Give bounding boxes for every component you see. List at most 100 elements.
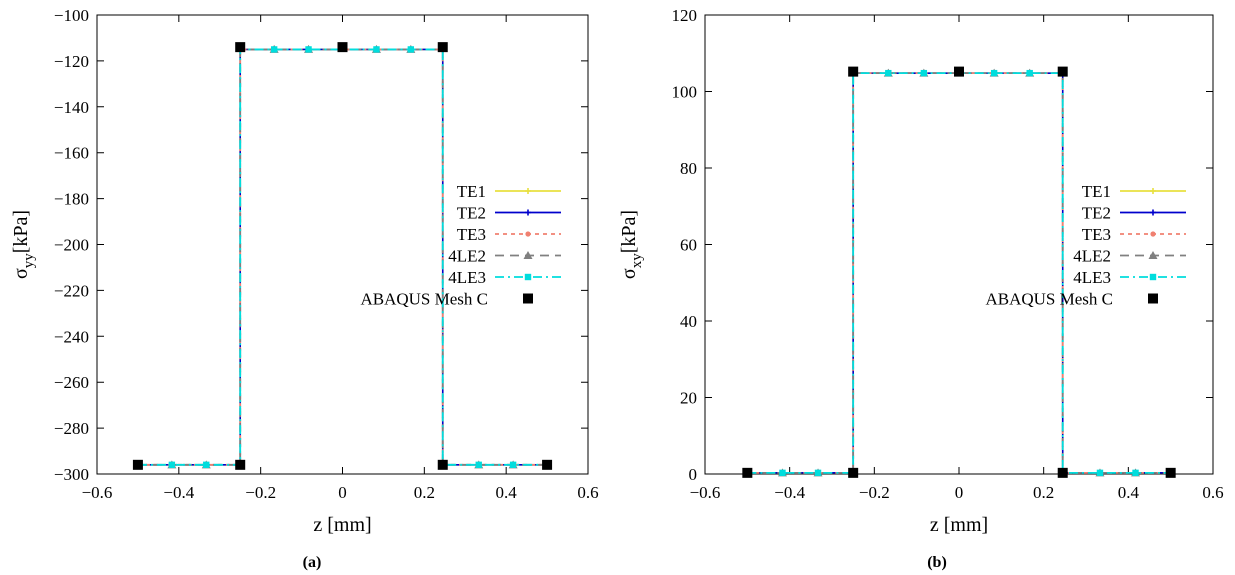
y-tick-label: −240 (54, 327, 89, 346)
x-tick-label: 0.6 (1202, 483, 1223, 502)
legend-label: ABAQUS Mesh C (360, 290, 488, 309)
data-point (235, 459, 246, 470)
x-tick-label: 0.6 (577, 483, 598, 502)
legend-label: TE1 (1082, 182, 1111, 201)
data-point (885, 69, 892, 77)
x-tick-label: −0.2 (859, 483, 890, 502)
plot-frame (704, 14, 1214, 475)
x-tick-label: 0.4 (1118, 483, 1140, 502)
y-tick-label: 80 (680, 159, 697, 178)
y-axis-symbol: σ (10, 268, 32, 279)
y-tick-label: 60 (680, 236, 697, 255)
legend-marker (523, 293, 533, 304)
legend-marker (523, 251, 533, 259)
data-point (475, 461, 482, 469)
legend: TE1 TE2 TE3 4LE2 4LE3 ABAQUS Mesh C (985, 182, 1186, 309)
series-abaqus-mesh-c (742, 66, 1176, 478)
legend-label: 4LE2 (448, 247, 486, 266)
y-tick-label: −220 (54, 281, 89, 300)
data-point (1096, 469, 1104, 477)
legend-label: TE2 (457, 204, 486, 223)
legend-marker (1150, 188, 1156, 194)
y-tick-label: −140 (54, 98, 89, 117)
data-point (509, 461, 517, 469)
y-tick-label: −200 (54, 236, 89, 255)
data-point (235, 42, 246, 53)
data-point (407, 46, 415, 53)
y-axis-label: σyy[kPa] (10, 210, 37, 279)
y-axis-symbol: σ (618, 268, 640, 279)
y-tick-label: −120 (54, 52, 89, 71)
legend-marker (1150, 209, 1156, 216)
x-tick-label: −0.4 (163, 483, 194, 502)
data-point (814, 469, 822, 477)
data-point (1057, 66, 1068, 77)
legend-marker (524, 273, 532, 281)
y-tick-label: 100 (672, 83, 698, 102)
x-tick-label: 0 (955, 483, 964, 502)
x-tick-label: 0.2 (414, 483, 435, 502)
data-point (1165, 467, 1176, 478)
y-tick-label: 40 (680, 312, 697, 331)
data-point (203, 461, 210, 469)
y-tick-label: −300 (54, 465, 89, 484)
legend-label: TE3 (1082, 225, 1111, 244)
figure-caption: (b) (927, 554, 947, 571)
y-tick-label: 0 (689, 465, 698, 484)
legend-marker (1150, 231, 1156, 237)
data-point (437, 42, 448, 53)
legend: TE1 TE2 TE3 4LE2 4LE3 ABAQUS Mesh C (360, 182, 561, 309)
y-axis-subscript: xy (629, 253, 645, 269)
x-tick-label: −0.4 (774, 483, 805, 502)
y-axis-unit: [kPa] (618, 210, 640, 253)
data-point (742, 467, 753, 478)
legend-marker (525, 188, 531, 194)
data-point (437, 459, 448, 470)
x-axis-label: z [mm] (313, 514, 371, 536)
legend-label: TE3 (457, 225, 486, 244)
data-point (373, 46, 380, 53)
y-tick-label: −100 (54, 6, 89, 25)
legend-label: 4LE3 (448, 268, 486, 287)
y-axis-subscript: yy (21, 253, 37, 269)
y-tick-label: −280 (54, 419, 89, 438)
data-point (848, 66, 859, 77)
x-tick-label: 0.4 (496, 483, 518, 502)
legend-label: 4LE2 (1073, 247, 1111, 266)
plot-frame (96, 14, 589, 475)
legend-marker (1148, 251, 1158, 259)
y-tick-label: 120 (672, 6, 698, 25)
y-tick-label: −160 (54, 144, 89, 163)
data-point (168, 461, 176, 469)
data-point (1057, 467, 1068, 478)
y-tick-label: −260 (54, 373, 89, 392)
series-abaqus-mesh-c (132, 42, 553, 470)
data-point (990, 69, 998, 77)
data-point (305, 46, 312, 53)
legend-label: 4LE3 (1073, 268, 1111, 287)
x-tick-label: −0.6 (82, 483, 113, 502)
data-point (954, 66, 964, 77)
x-axis-label: z [mm] (930, 514, 988, 536)
y-tick-label: −180 (54, 190, 89, 209)
y-tick-label: 20 (680, 389, 697, 408)
data-point (1132, 469, 1139, 477)
data-point (542, 459, 553, 470)
data-point (132, 459, 143, 470)
series-line (137, 48, 548, 466)
data-point (920, 69, 928, 77)
data-point (270, 46, 278, 53)
chart-b: −0.6 −0.4 −0.2 0 0.2 0.4 0.6 0 20 40 60 80 100 120 z [… (618, 6, 1224, 571)
data-point (848, 467, 859, 478)
x-tick-label: −0.2 (245, 483, 276, 502)
data-point (779, 469, 786, 477)
x-tick-label: −0.6 (690, 483, 721, 502)
figure-caption: (a) (303, 554, 322, 571)
legend-marker (525, 231, 531, 237)
x-tick-label: 0 (338, 483, 347, 502)
series-4le3 (137, 46, 548, 469)
chart-a: −0.6 −0.4 −0.2 0 0.2 0.4 0.6 −300 −280 −260 −240 −2… (10, 6, 599, 571)
x-tick-label: 0.2 (1033, 483, 1054, 502)
y-axis-label: σxy[kPa] (618, 210, 645, 279)
